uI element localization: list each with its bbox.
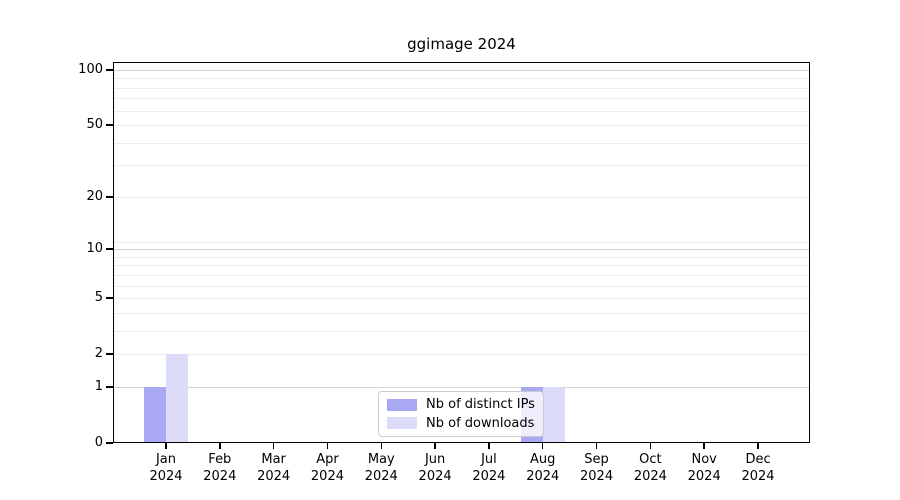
y-tick-label: 1	[94, 378, 103, 394]
x-tick-month: Nov	[691, 452, 717, 467]
gridline-major	[113, 249, 810, 251]
y-tick-mark	[106, 386, 113, 388]
gridline-major	[113, 386, 810, 388]
x-tick-mark	[434, 443, 436, 449]
gridline-minor	[113, 165, 810, 167]
gridline-minor	[113, 354, 810, 356]
y-tick-mark	[106, 442, 113, 444]
x-tick-month: Jun	[424, 452, 446, 467]
y-tick-mark	[106, 124, 113, 126]
x-tick-mark	[595, 443, 598, 449]
gridline-minor	[113, 98, 810, 100]
x-tick-month: Oct	[639, 452, 662, 467]
x-tick-mark	[541, 443, 544, 449]
bar-distinct-ips	[144, 386, 166, 443]
y-tick-mark	[106, 69, 113, 71]
x-tick-year: 2024	[741, 469, 775, 484]
y-tick-mark	[106, 196, 113, 198]
x-tick-year: 2024	[526, 469, 560, 484]
legend-item: Nb of distinct IPs	[387, 397, 535, 413]
y-tick-label: 2	[94, 346, 103, 362]
gridline-minor	[113, 242, 810, 244]
gridline-minor	[113, 110, 810, 112]
x-tick-label: May 2024	[351, 451, 411, 485]
gridline-major	[113, 70, 810, 71]
x-tick-year: 2024	[203, 469, 237, 484]
gridline-minor	[113, 256, 810, 258]
x-tick-year: 2024	[687, 469, 721, 484]
y-tick-label: 100	[78, 62, 103, 77]
y-tick-label: 10	[86, 241, 103, 257]
x-tick-month: Feb	[208, 452, 232, 467]
plot-area	[113, 62, 810, 443]
x-tick-month: Dec	[745, 452, 771, 467]
x-tick-year: 2024	[633, 469, 667, 484]
y-tick-label: 20	[86, 188, 103, 204]
legend-label: Nb of downloads	[426, 415, 535, 431]
x-tick-month: Aug	[530, 452, 556, 467]
legend-swatch	[387, 398, 417, 411]
y-tick-label: 50	[86, 117, 103, 133]
x-tick-year: 2024	[364, 469, 398, 484]
x-tick-mark	[165, 443, 167, 449]
legend-swatch	[387, 417, 417, 430]
x-tick-month: Jan	[155, 452, 177, 467]
x-tick-month: Jul	[481, 452, 497, 467]
x-tick-label: Apr 2024	[297, 451, 357, 485]
x-tick-mark	[326, 443, 329, 449]
gridline-minor	[113, 78, 810, 80]
bar-downloads	[166, 354, 188, 443]
gridline-minor	[113, 265, 810, 267]
y-tick-mark	[106, 248, 113, 250]
y-tick-label: 0	[94, 435, 103, 450]
x-tick-month: Mar	[261, 452, 286, 467]
gridline-minor	[113, 142, 810, 144]
x-tick-mark	[219, 443, 221, 449]
x-tick-label: Dec 2024	[728, 451, 788, 485]
x-tick-month: Apr	[316, 452, 339, 467]
x-tick-label: Nov 2024	[674, 451, 734, 485]
x-tick-year: 2024	[257, 469, 291, 484]
x-tick-label: Sep 2024	[567, 451, 627, 485]
x-tick-mark	[649, 443, 652, 449]
gridline-minor	[113, 274, 810, 276]
legend: Nb of distinct IPs Nb of downloads	[378, 391, 544, 437]
x-tick-year: 2024	[472, 469, 506, 484]
gridline-minor	[113, 196, 810, 198]
x-tick-year: 2024	[580, 469, 614, 484]
x-tick-month: May	[367, 452, 395, 467]
x-tick-mark	[757, 443, 759, 449]
x-tick-year: 2024	[418, 469, 452, 484]
gridline-minor	[113, 298, 810, 300]
x-tick-label: Jun 2024	[405, 451, 465, 485]
chart-title: ggimage 2024	[407, 35, 516, 53]
x-tick-label: Jul 2024	[459, 451, 519, 485]
gridline-minor	[113, 330, 810, 332]
x-tick-mark	[380, 443, 383, 449]
y-tick-mark	[106, 353, 113, 355]
x-tick-mark	[488, 443, 490, 449]
x-tick-label: Oct 2024	[620, 451, 680, 485]
x-tick-label: Aug 2024	[513, 451, 573, 485]
x-tick-label: Jan 2024	[136, 451, 196, 485]
x-tick-mark	[272, 443, 275, 449]
x-tick-label: Feb 2024	[190, 451, 250, 485]
x-tick-year: 2024	[310, 469, 344, 484]
x-tick-mark	[703, 443, 705, 449]
gridline-minor	[113, 87, 810, 89]
gridline-minor	[113, 285, 810, 287]
legend-label: Nb of distinct IPs	[426, 397, 535, 413]
x-tick-month: Sep	[584, 452, 609, 467]
legend-item: Nb of downloads	[387, 416, 535, 432]
x-tick-label: Mar 2024	[244, 451, 304, 485]
bar-downloads	[542, 386, 565, 443]
gridline-minor	[113, 312, 810, 314]
gridline-minor	[113, 125, 810, 127]
plot-border	[113, 62, 810, 443]
y-tick-label: 5	[94, 290, 103, 306]
x-tick-year: 2024	[149, 469, 183, 484]
y-tick-mark	[106, 297, 113, 299]
